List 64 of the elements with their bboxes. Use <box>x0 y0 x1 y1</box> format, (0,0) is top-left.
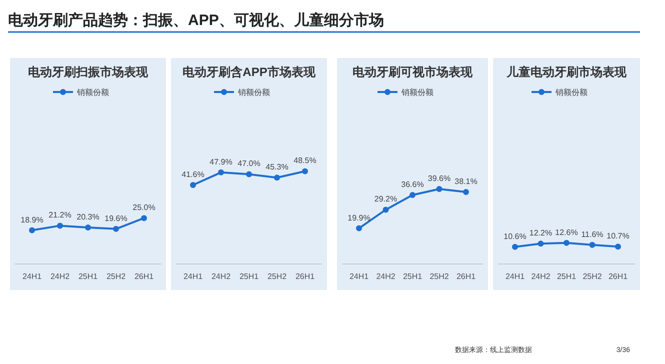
data-label: 11.6% <box>581 230 604 239</box>
data-label: 10.7% <box>606 232 630 241</box>
data-label: 25.0% <box>132 203 156 212</box>
x-tick-label: 24H1 <box>183 272 204 281</box>
x-tick-label: 25H2 <box>106 272 126 281</box>
point <box>410 192 416 198</box>
chart-title: 儿童电动牙刷市场表现 <box>506 65 628 79</box>
data-label: 41.6% <box>182 170 204 179</box>
data-label: 29.2% <box>374 194 398 204</box>
data-label: 47.9% <box>210 157 232 166</box>
chart-title: 电动牙刷含APP市场表现 <box>182 65 316 79</box>
x-tick-label: 24H2 <box>376 272 396 281</box>
x-tick-label: 25H2 <box>582 272 602 281</box>
x-tick-label: 26H1 <box>608 272 628 281</box>
data-label: 45.3% <box>266 162 288 172</box>
x-tick-label: 24H2 <box>531 272 551 281</box>
x-tick-label: 26H1 <box>295 272 316 281</box>
chart-title: 电动牙刷扫振市场表现 <box>28 65 149 79</box>
data-label: 20.3% <box>76 212 100 222</box>
x-tick-label: 25H2 <box>430 272 450 281</box>
chart-title: 电动牙刷可视市场表现 <box>352 65 474 79</box>
x-tick-label: 25H1 <box>78 272 98 281</box>
point <box>190 182 196 188</box>
legend-label: 销额份额 <box>76 88 109 97</box>
x-tick-label: 25H2 <box>267 272 288 281</box>
data-label: 19.6% <box>104 214 128 223</box>
x-tick-label: 24H1 <box>505 272 526 281</box>
x-tick-label: 24H1 <box>22 272 42 281</box>
point <box>382 206 389 213</box>
x-tick-label: 24H2 <box>50 272 70 281</box>
data-label: 47.0% <box>238 159 260 168</box>
point <box>113 226 119 232</box>
x-tick-label: 26H1 <box>134 272 154 281</box>
point <box>29 227 35 234</box>
x-tick-label: 25H1 <box>402 272 423 281</box>
data-label: 48.5% <box>294 156 316 166</box>
data-label: 21.2% <box>48 210 72 220</box>
x-tick-label: 24H2 <box>211 272 232 281</box>
legend-label: 销额份额 <box>237 88 270 97</box>
data-label: 12.6% <box>555 228 578 237</box>
point <box>274 174 280 181</box>
legend-label: 销额份额 <box>400 88 434 97</box>
data-label: 36.6% <box>401 180 424 189</box>
point <box>85 224 91 230</box>
legend-label: 销额份额 <box>554 88 588 97</box>
point <box>57 222 63 229</box>
x-tick-label: 25H1 <box>556 272 577 281</box>
data-label: 18.9% <box>20 215 44 224</box>
point <box>141 215 147 222</box>
data-label: 39.6% <box>428 174 451 183</box>
point <box>246 171 252 178</box>
text: 电动牙刷产品趋势：扫振、APP、可视化、儿童细分市场 <box>8 11 384 29</box>
point <box>218 169 224 176</box>
x-tick-label: 25H1 <box>239 272 260 281</box>
x-tick-label: 24H1 <box>349 272 370 281</box>
point <box>302 168 308 174</box>
data-label: 38.1% <box>454 176 478 186</box>
point <box>463 188 469 195</box>
point <box>356 225 362 232</box>
data-label: 10.6% <box>504 232 526 241</box>
data-label: 12.2% <box>529 228 552 238</box>
x-tick-label: 26H1 <box>456 272 476 281</box>
data-label: 19.9% <box>348 213 370 222</box>
point <box>436 186 442 192</box>
